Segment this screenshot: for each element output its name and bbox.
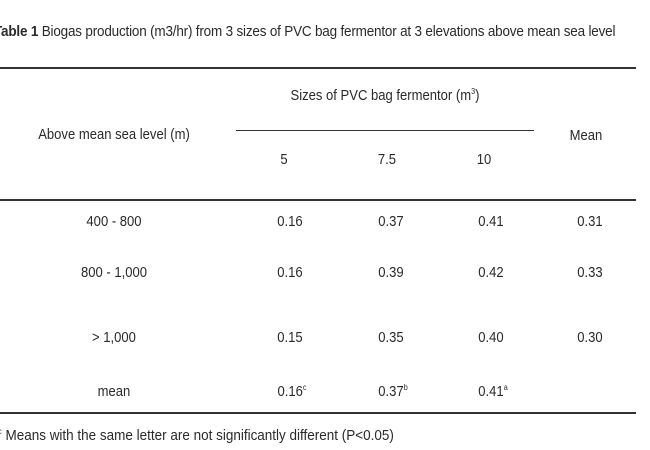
top-rule	[0, 67, 636, 69]
group-header-label: Sizes of PVC bag fermentor (m3)	[291, 88, 480, 104]
row-mean-cell: 0.31	[577, 214, 603, 230]
table-cell: 0.42	[478, 265, 504, 281]
significance-letter: c	[302, 383, 307, 393]
table-cell: 0.16	[277, 214, 303, 230]
row-elevation-label: 400 - 800	[86, 214, 142, 230]
header-bottom-rule	[0, 199, 636, 201]
table-cell: 0.41	[478, 214, 504, 230]
row-mean-cell: 0.33	[577, 265, 603, 281]
row-elevation-label: > 1,000	[92, 330, 136, 346]
mean-row-value: 0.16	[277, 384, 303, 400]
significance-letter: a	[503, 383, 508, 393]
size-column-header: 5	[280, 152, 288, 168]
significance-letter: b	[403, 383, 408, 393]
row-elevation-label: 800 - 1,000	[80, 265, 148, 281]
mean-row-cell: 0.37b	[378, 384, 407, 400]
table-cell: 0.15	[277, 330, 303, 346]
group-header-superscript: 3	[471, 87, 476, 97]
mean-row-value: 0.37	[378, 384, 404, 400]
table-cell: 0.37	[378, 214, 404, 230]
size-column-header: 10	[476, 152, 492, 168]
bottom-rule	[0, 412, 636, 414]
group-header-close: )	[475, 88, 480, 104]
footnote-text: Means with the same letter are not signi…	[5, 428, 394, 444]
mean-row-value: 0.41	[478, 384, 504, 400]
table-cell: 0.35	[378, 330, 404, 346]
group-header-text: Sizes of PVC bag fermentor (m	[290, 88, 472, 104]
table-cell: 0.40	[478, 330, 504, 346]
row-mean-cell: 0.30	[577, 330, 603, 346]
footnote-marker: c	[0, 427, 2, 436]
table-footnote: c Means with the same letter are not sig…	[0, 428, 394, 444]
mean-row-label: mean	[97, 384, 131, 400]
table-cell: 0.39	[378, 265, 404, 281]
mean-row-cell: 0.16c	[277, 384, 306, 400]
size-column-header: 7.5	[377, 152, 397, 168]
mean-header-label: Mean	[569, 128, 603, 144]
mean-row-cell: 0.41a	[478, 384, 507, 400]
table-title: Biogas production (m3/hr) from 3 sizes o…	[41, 24, 616, 40]
row-header-label: Above mean sea level (m)	[38, 127, 190, 143]
table-cell: 0.16	[277, 265, 303, 281]
group-header-rule	[236, 130, 534, 131]
table-caption: Table 1 Biogas production (m3/hr) from 3…	[0, 24, 615, 40]
table-label: Table 1	[0, 24, 39, 40]
